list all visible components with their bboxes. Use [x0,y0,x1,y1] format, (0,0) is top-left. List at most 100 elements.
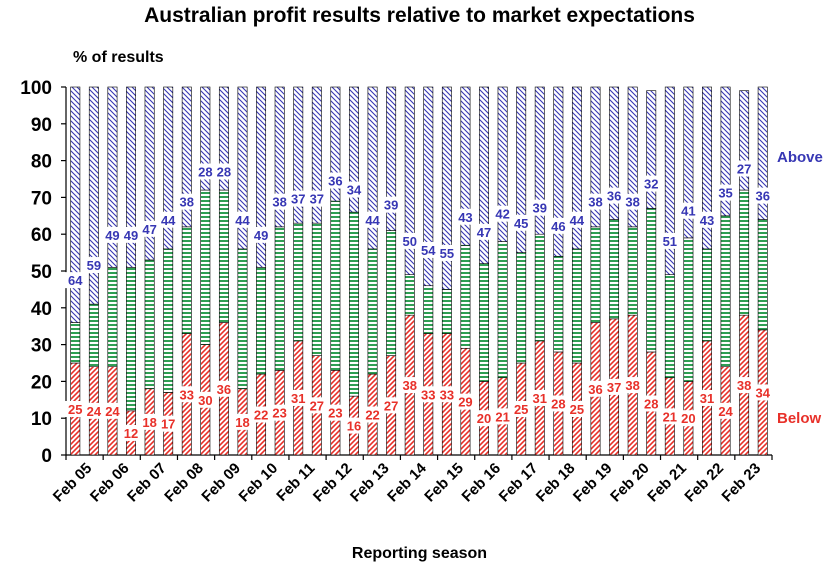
bar-above [757,86,768,220]
bar-above [664,86,675,275]
data-label-above-box [492,205,514,222]
bar-above [293,86,304,224]
data-label-below-box [324,404,346,421]
bar-inline [367,248,378,375]
data-label-below-box [139,413,161,430]
data-label-above: 42 [495,207,509,222]
bar-inline [293,222,304,342]
bar-above [423,86,434,287]
series-name-above: Above [777,149,823,166]
data-label-below: 22 [365,408,379,423]
data-label-above: 64 [68,273,83,288]
bar-inline [757,219,768,331]
data-label-below: 38 [625,378,639,393]
data-label-below-box [101,402,124,419]
bar-above [609,86,620,220]
bar-inline [256,267,267,375]
data-label-below-box [752,384,774,401]
bar-above [330,86,341,202]
data-label-above-box [269,193,291,210]
data-label-below-box [250,406,272,423]
data-label-above: 46 [551,219,565,234]
data-label-above: 37 [291,192,305,207]
data-label-below-box [361,406,384,423]
data-label-below: 38 [737,378,751,393]
data-label-below: 33 [440,387,454,402]
bar-above [479,86,489,264]
data-label-above: 27 [737,161,751,176]
data-label-below: 34 [755,385,770,400]
bar-inline [404,274,415,316]
x-tick-label: Feb 05 [50,460,96,506]
data-label-above: 36 [755,189,769,204]
data-label-below: 36 [217,382,231,397]
bar-inline [720,215,731,367]
data-label-below: 36 [588,382,602,397]
bar-above [237,86,248,250]
bar-above [627,86,638,228]
data-label-below: 21 [663,409,677,424]
data-label-below: 20 [681,411,695,426]
data-label-below: 18 [142,415,156,430]
y-tick-label: 20 [31,372,52,393]
data-label-above: 50 [402,234,416,249]
bar-above [386,86,397,231]
y-tick-label: 10 [31,409,52,430]
data-label-below: 31 [700,391,714,406]
data-label-above-box [659,232,681,249]
data-label-above: 47 [477,225,491,240]
data-label-above-box [287,190,309,207]
bar-above [367,86,378,250]
data-label-below: 18 [235,415,249,430]
bar-above [311,86,322,224]
data-label-below-box [64,401,86,417]
data-label-above-box [399,232,421,249]
bar-above [590,86,601,228]
data-label-above: 39 [384,198,398,213]
bar-inline [163,248,174,393]
data-label-below-box [213,380,235,397]
data-label-above: 41 [681,204,695,219]
data-label-above: 54 [421,243,436,258]
bar-above [274,86,285,228]
data-label-below: 12 [124,426,138,441]
data-label-above: 44 [235,213,250,228]
data-label-above: 38 [272,195,286,210]
bar-inline [683,237,694,382]
bar-above [497,86,508,242]
bar-above [720,86,731,217]
data-label-below-box [584,380,607,397]
bar-inline [311,222,322,356]
data-label-above-box [566,211,588,228]
data-label-below: 37 [607,380,621,395]
data-label-below: 16 [347,419,361,434]
data-label-below-box [659,408,681,425]
bar-above [200,86,211,191]
bar-inline [441,289,452,334]
x-tick-label: Feb 18 [533,460,579,506]
data-label-above-box [714,184,737,201]
data-label-below-box [566,401,588,417]
data-label-above: 43 [700,213,714,228]
data-label-above: 55 [440,246,454,261]
bar-inline [553,255,564,353]
bar-above [349,86,359,213]
y-axis-label: % of results [73,49,164,66]
data-label-below: 33 [421,387,435,402]
data-label-above-box [120,226,142,243]
data-label-below-box [622,377,644,394]
chart-title: Australian profit results relative to ma… [144,4,695,27]
bar-inline [664,274,675,379]
data-label-above-box [176,193,198,210]
data-label-above: 38 [180,195,194,210]
data-label-below-box [287,389,309,406]
bar-inline [516,252,527,364]
bar-above [126,86,136,268]
series-name-below: Below [777,410,822,427]
bar-above [571,86,582,250]
data-label-below: 17 [161,417,175,432]
data-label-below: 23 [328,406,342,421]
data-label-below-box [436,386,458,403]
data-label-below: 22 [254,408,268,423]
bar-above [516,86,527,253]
